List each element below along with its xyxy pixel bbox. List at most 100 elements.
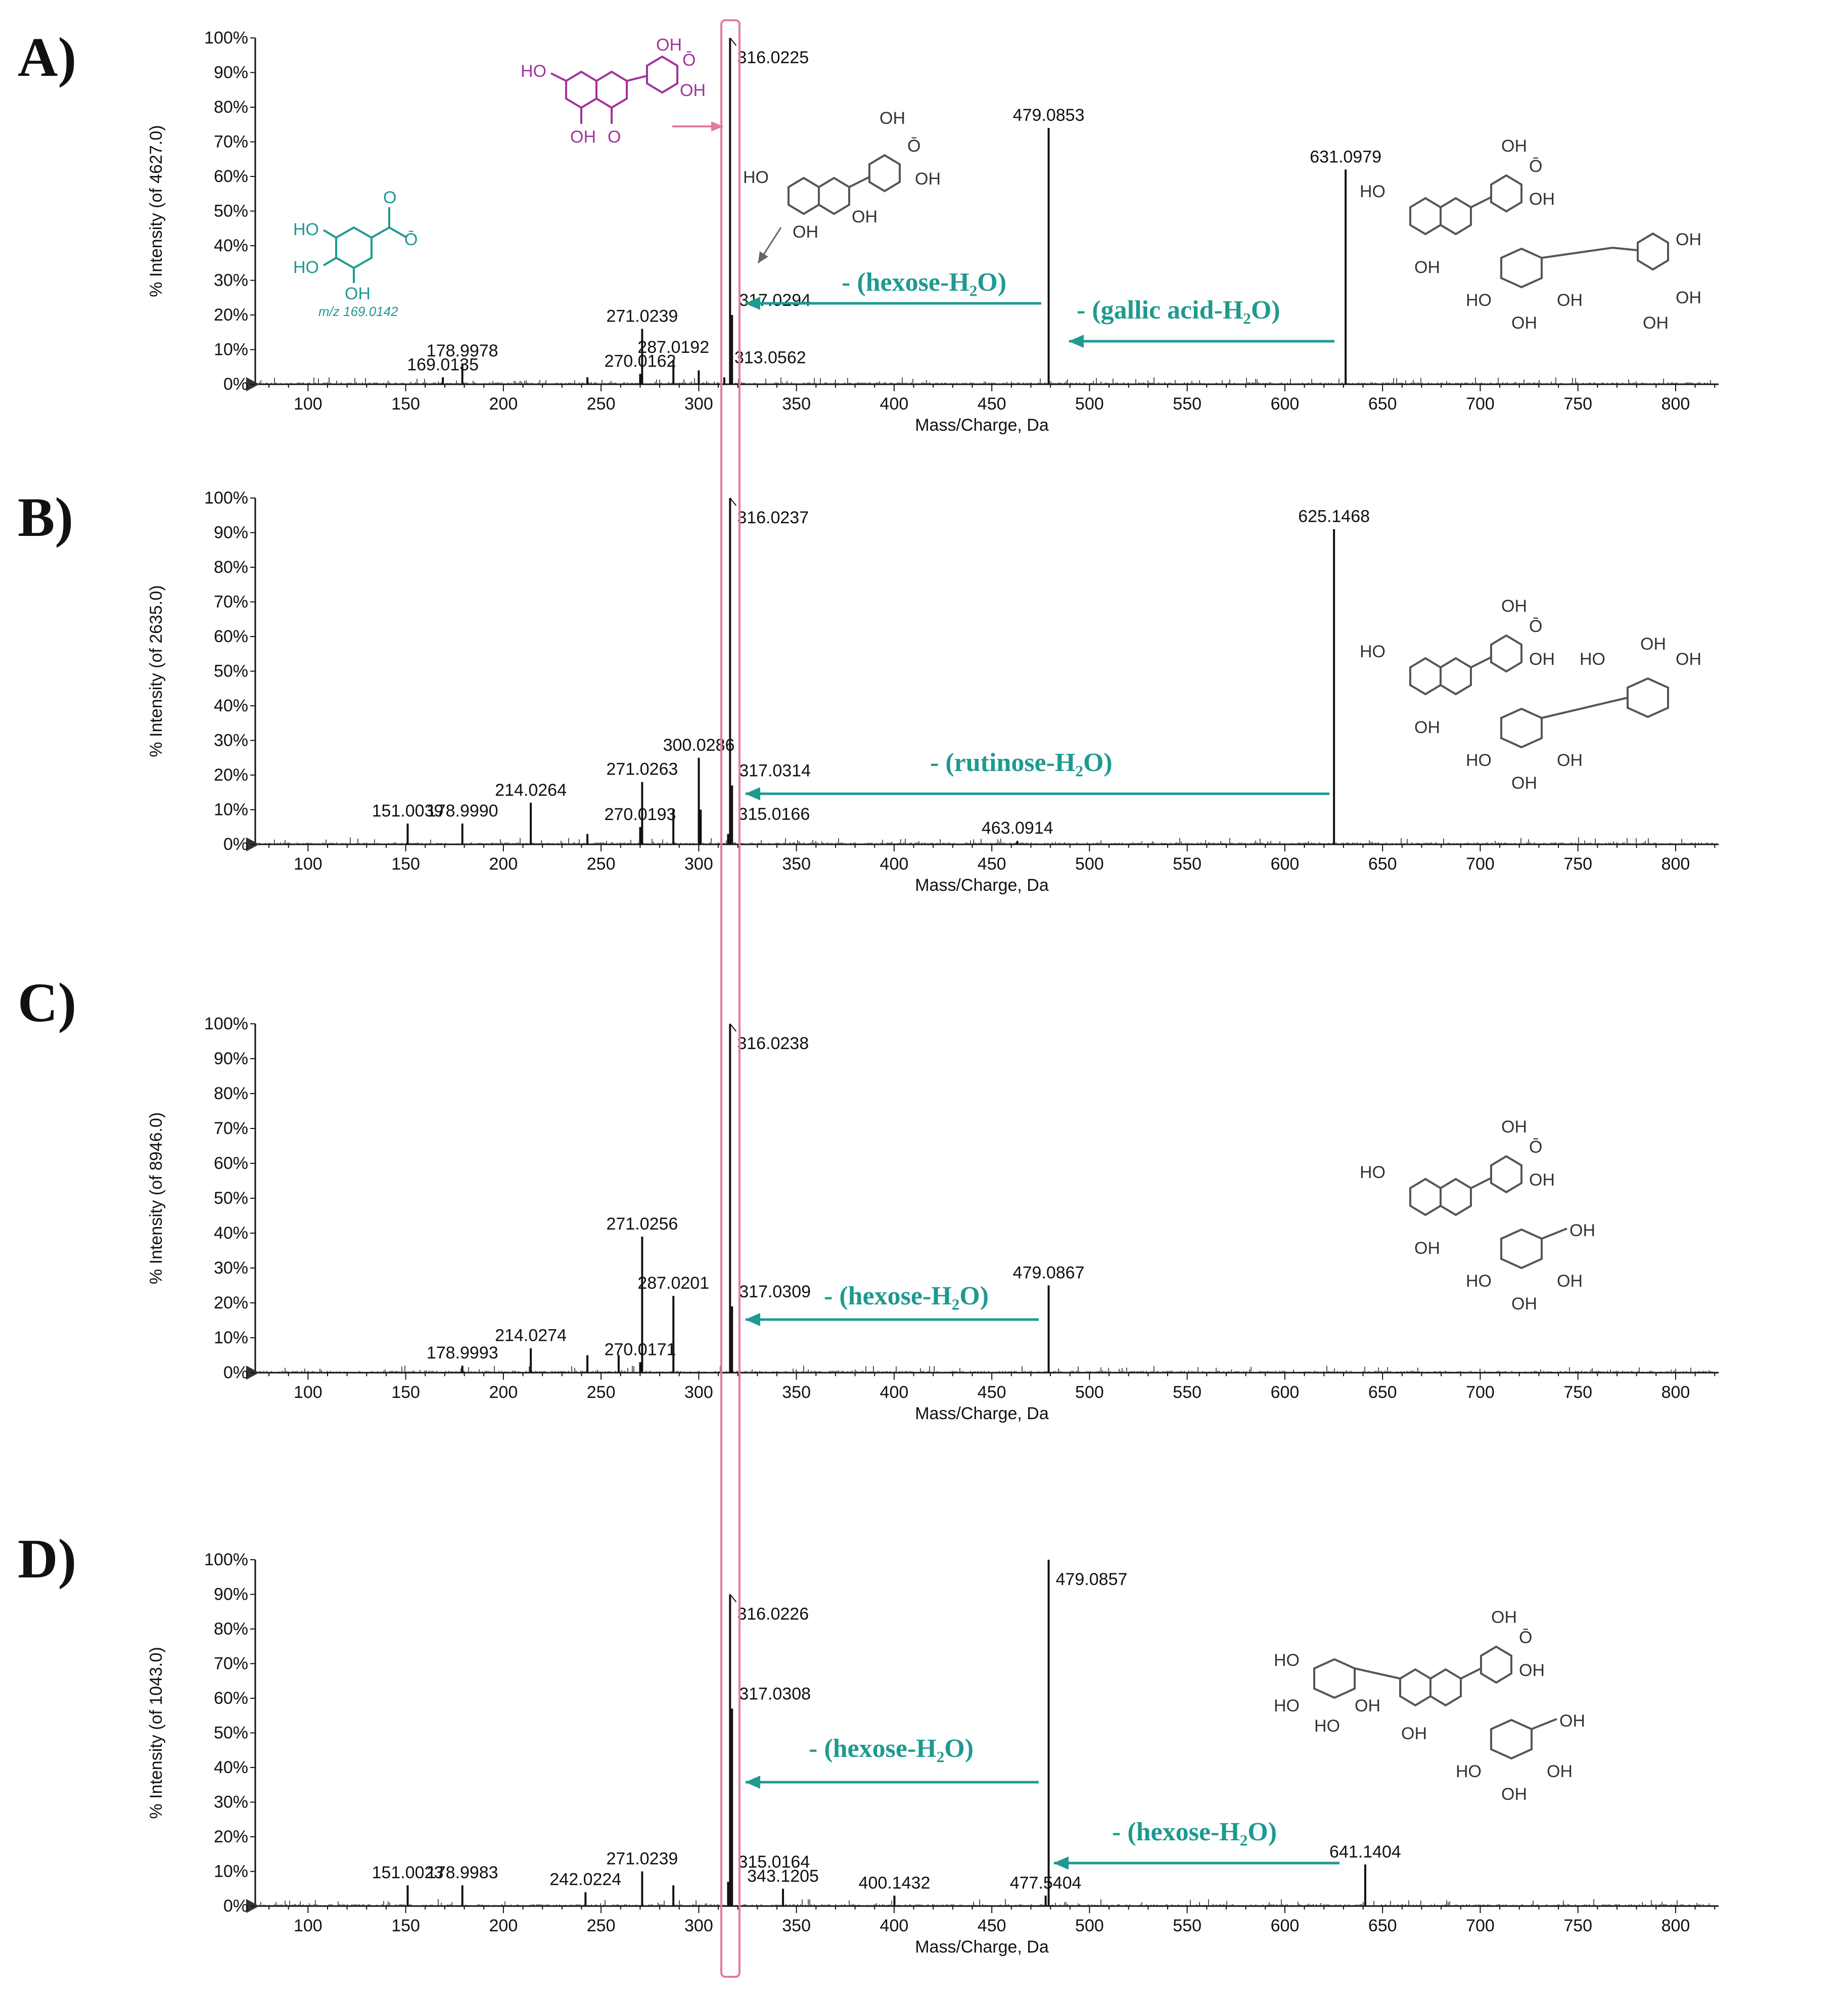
y-tick-label: 90% (214, 1049, 248, 1068)
peak-leader (729, 1594, 737, 1603)
peak-label: 151.0039 (372, 801, 444, 821)
x-tick-label: 300 (684, 394, 713, 414)
chemical-structures: HO HO OH O Ō m/z 169.0142 HO OH O OH Ō… (293, 35, 1701, 1804)
rut-o-minus: Ō (1529, 617, 1542, 636)
x-tick-label: 200 (489, 854, 518, 874)
y-tick-label: 80% (214, 1084, 248, 1103)
peak-label: 317.0309 (739, 1282, 811, 1301)
peak-label: 271.0263 (606, 760, 678, 779)
hex-c-oh-3: OH (1529, 1170, 1555, 1190)
y-tick-label: 60% (214, 167, 248, 186)
y-tick-label: 20% (214, 1827, 248, 1846)
x-tick-label: 450 (978, 854, 1006, 874)
y-tick-label: 40% (214, 1758, 248, 1777)
aglycone-structure: HO OH OH OH Ō OH (743, 109, 941, 242)
x-tick-label: 350 (782, 394, 811, 414)
spectrum-panel-c: C) 0% 10% 20% 30% 40% 50% 60% 70% 80% 90% 100% 100 15… (18, 972, 1719, 1423)
x-tick-label: 600 (1271, 1383, 1300, 1402)
peak-leader (729, 37, 737, 46)
rut-oh-5: OH (1557, 751, 1583, 770)
gg-oh-8: OH (1643, 313, 1669, 333)
peak-leader (729, 497, 737, 506)
diglycoside-structure: HO HO HO OH OH OH Ō OH HO OH OH OH (1274, 1608, 1585, 1804)
y-tick-label: 10% (214, 800, 248, 820)
x-tick-label: 200 (489, 1383, 518, 1402)
peak-label: 316.0226 (737, 1605, 809, 1624)
y-axis-label: % Intensity (of 2635.0) (147, 585, 166, 757)
y-tick-label: 40% (214, 696, 248, 715)
hex-c-oh-4: OH (1511, 1294, 1537, 1313)
peak-leader (729, 1023, 737, 1032)
y-tick-label: 90% (214, 1585, 248, 1604)
rut-oh-2: OH (1501, 597, 1527, 616)
y-tick-label: 50% (214, 1724, 248, 1743)
dg-oh-6: OH (1547, 1762, 1573, 1781)
peak-label: 479.0867 (1013, 1263, 1085, 1283)
x-tick-label: 500 (1075, 854, 1104, 874)
gg-oh-1: OH (1414, 258, 1440, 277)
peak-label: 631.0979 (1310, 147, 1381, 166)
baseline-noise (259, 1366, 1713, 1373)
y-tick-label: 50% (214, 202, 248, 221)
rut-ho-3: HO (1580, 650, 1605, 669)
x-tick-label: 450 (978, 1383, 1006, 1402)
gg-ho-2: HO (1466, 291, 1492, 310)
peak-label: 463.0914 (982, 819, 1053, 838)
x-tick-label: 100 (294, 854, 322, 874)
x-tick-label: 350 (782, 1916, 811, 1935)
x-tick-label: 550 (1173, 1383, 1202, 1402)
x-tick-label: 550 (1173, 394, 1202, 414)
spectrum-panel-a: A) 0% 10% 20% 30% 40% 50% 60% 70% 80% 90% 100% 100 15… (18, 26, 1719, 435)
baseline-noise (259, 837, 1713, 844)
y-tick-label: 90% (214, 523, 248, 542)
peak-label: 300.0286 (663, 736, 735, 755)
peak-label: 479.0853 (1013, 106, 1085, 125)
x-tick-label: 600 (1271, 394, 1300, 414)
peak-label: 641.1404 (1329, 1842, 1401, 1862)
y-axis-label: % Intensity (of 1043.0) (147, 1647, 166, 1819)
x-tick-label: 100 (294, 1383, 322, 1402)
purple-oh-2: OH (656, 35, 682, 55)
rut-ho: HO (1360, 642, 1385, 661)
peak-label: 178.9990 (427, 801, 498, 821)
gallate-o-minus: Ō (404, 230, 418, 249)
peak-label: 271.0256 (606, 1214, 678, 1234)
y-tick-label: 40% (214, 1224, 248, 1243)
y-tick-label: 80% (214, 558, 248, 577)
y-axis-label: % Intensity (of 4627.0) (147, 125, 166, 297)
x-tick-label: 550 (1173, 1916, 1202, 1935)
gg-oh-3: OH (1529, 190, 1555, 209)
x-tick-label: 250 (587, 854, 616, 874)
peak-label: 271.0239 (606, 1849, 678, 1869)
gg-oh-4: OH (1511, 313, 1537, 333)
peak-label: 315.0164 (738, 1852, 810, 1872)
baseline-noise (259, 377, 1713, 384)
purple-o-minus: Ō (682, 51, 696, 70)
y-tick-label: 20% (214, 305, 248, 325)
x-tick-label: 750 (1563, 1916, 1592, 1935)
x-tick-label: 300 (684, 854, 713, 874)
x-tick-label: 450 (978, 1916, 1006, 1935)
rut-oh-4: OH (1511, 774, 1537, 793)
x-tick-label: 350 (782, 854, 811, 874)
gallate-ho-1: HO (293, 220, 319, 239)
galloyl-glycoside-structure: HO OH OH Ō OH HO OH OH OH OH OH (1360, 137, 1701, 333)
hex-c-ho: HO (1360, 1163, 1385, 1182)
peak-label: 214.0274 (495, 1326, 567, 1345)
y-tick-label: 80% (214, 1619, 248, 1639)
purple-o: O (608, 127, 621, 147)
y-tick-label: 80% (214, 98, 248, 117)
y-tick-label: 60% (214, 1154, 248, 1173)
peak-label: 315.0166 (738, 804, 810, 824)
x-tick-label: 300 (684, 1383, 713, 1402)
gg-ho: HO (1360, 182, 1385, 201)
x-tick-label: 100 (294, 1916, 322, 1935)
peak-label: 317.0294 (739, 291, 811, 310)
peak-label: 316.0225 (737, 48, 809, 67)
baseline-noise (259, 1899, 1713, 1906)
loss-annotations: - (hexose-H₂O) - (gallic acid-H₂O) - (ru… (745, 268, 1339, 1870)
y-tick-label: 60% (214, 1689, 248, 1708)
y-tick-label: 90% (214, 63, 248, 82)
y-tick-label: 10% (214, 1328, 248, 1347)
